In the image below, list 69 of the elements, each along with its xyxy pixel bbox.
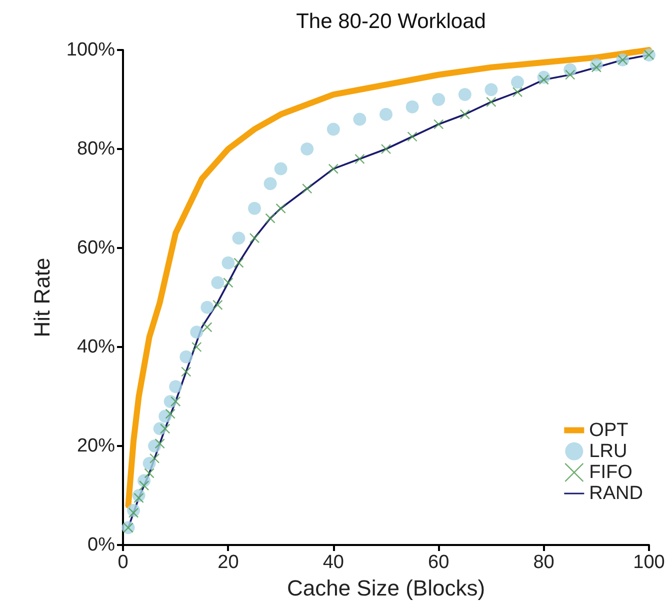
point [128, 508, 139, 518]
point [274, 162, 288, 176]
point [264, 177, 277, 190]
x-axis-title: Cache Size (Blocks) [286, 576, 486, 600]
point [354, 154, 365, 164]
point [234, 258, 244, 268]
point [458, 88, 472, 102]
point [138, 480, 150, 491]
point [484, 83, 498, 96]
x-tick-label: 20 [218, 552, 239, 573]
x-tick-label: 60 [428, 552, 450, 573]
point [302, 184, 312, 194]
y-tick-label: 100% [66, 40, 116, 60]
point [154, 438, 165, 449]
point [406, 100, 419, 114]
point [565, 70, 576, 80]
x-tick-label: 0 [118, 552, 128, 573]
point [353, 112, 366, 126]
point [591, 62, 602, 72]
point [149, 453, 160, 464]
legend-label: RAND [589, 483, 644, 504]
point [380, 108, 392, 121]
point [202, 322, 212, 332]
point [512, 86, 523, 98]
point [407, 132, 418, 142]
point [181, 366, 192, 377]
point [486, 96, 496, 108]
point [300, 142, 314, 156]
point [232, 232, 246, 245]
point [538, 74, 549, 85]
point [511, 76, 524, 89]
point [144, 468, 154, 478]
y-tick-label: 0% [88, 534, 116, 556]
y-axis-title: Hit Rate [30, 258, 54, 338]
point [326, 122, 340, 136]
point [170, 396, 181, 407]
chart-title: The 80-20 Workload [296, 10, 486, 33]
point [200, 300, 214, 314]
y-tick-label: 60% [76, 238, 116, 258]
point [211, 276, 224, 290]
point [434, 119, 444, 130]
point [328, 164, 338, 174]
y-tick-label: 80% [76, 138, 116, 160]
point [223, 278, 234, 288]
point [248, 202, 261, 215]
legend-label: FIFO [589, 462, 632, 483]
point [276, 203, 286, 214]
point [180, 350, 193, 364]
point [160, 424, 170, 434]
point [192, 342, 202, 352]
point [460, 109, 470, 120]
point [265, 213, 276, 224]
point [222, 256, 235, 270]
x-tick-label: 100 [633, 552, 665, 573]
legend-label: LRU [589, 440, 628, 462]
point [380, 144, 392, 154]
point [134, 492, 144, 504]
point [142, 456, 156, 470]
y-tick-label: 40% [76, 336, 116, 358]
point [169, 380, 182, 394]
legend-label: OPT [589, 420, 629, 441]
x-tick-label: 40 [322, 552, 344, 573]
point [212, 300, 223, 310]
y-tick-label: 20% [76, 436, 116, 456]
point [249, 233, 260, 244]
x-tick-label: 80 [533, 552, 554, 573]
point [190, 326, 204, 339]
point [165, 408, 176, 419]
point [432, 93, 446, 106]
